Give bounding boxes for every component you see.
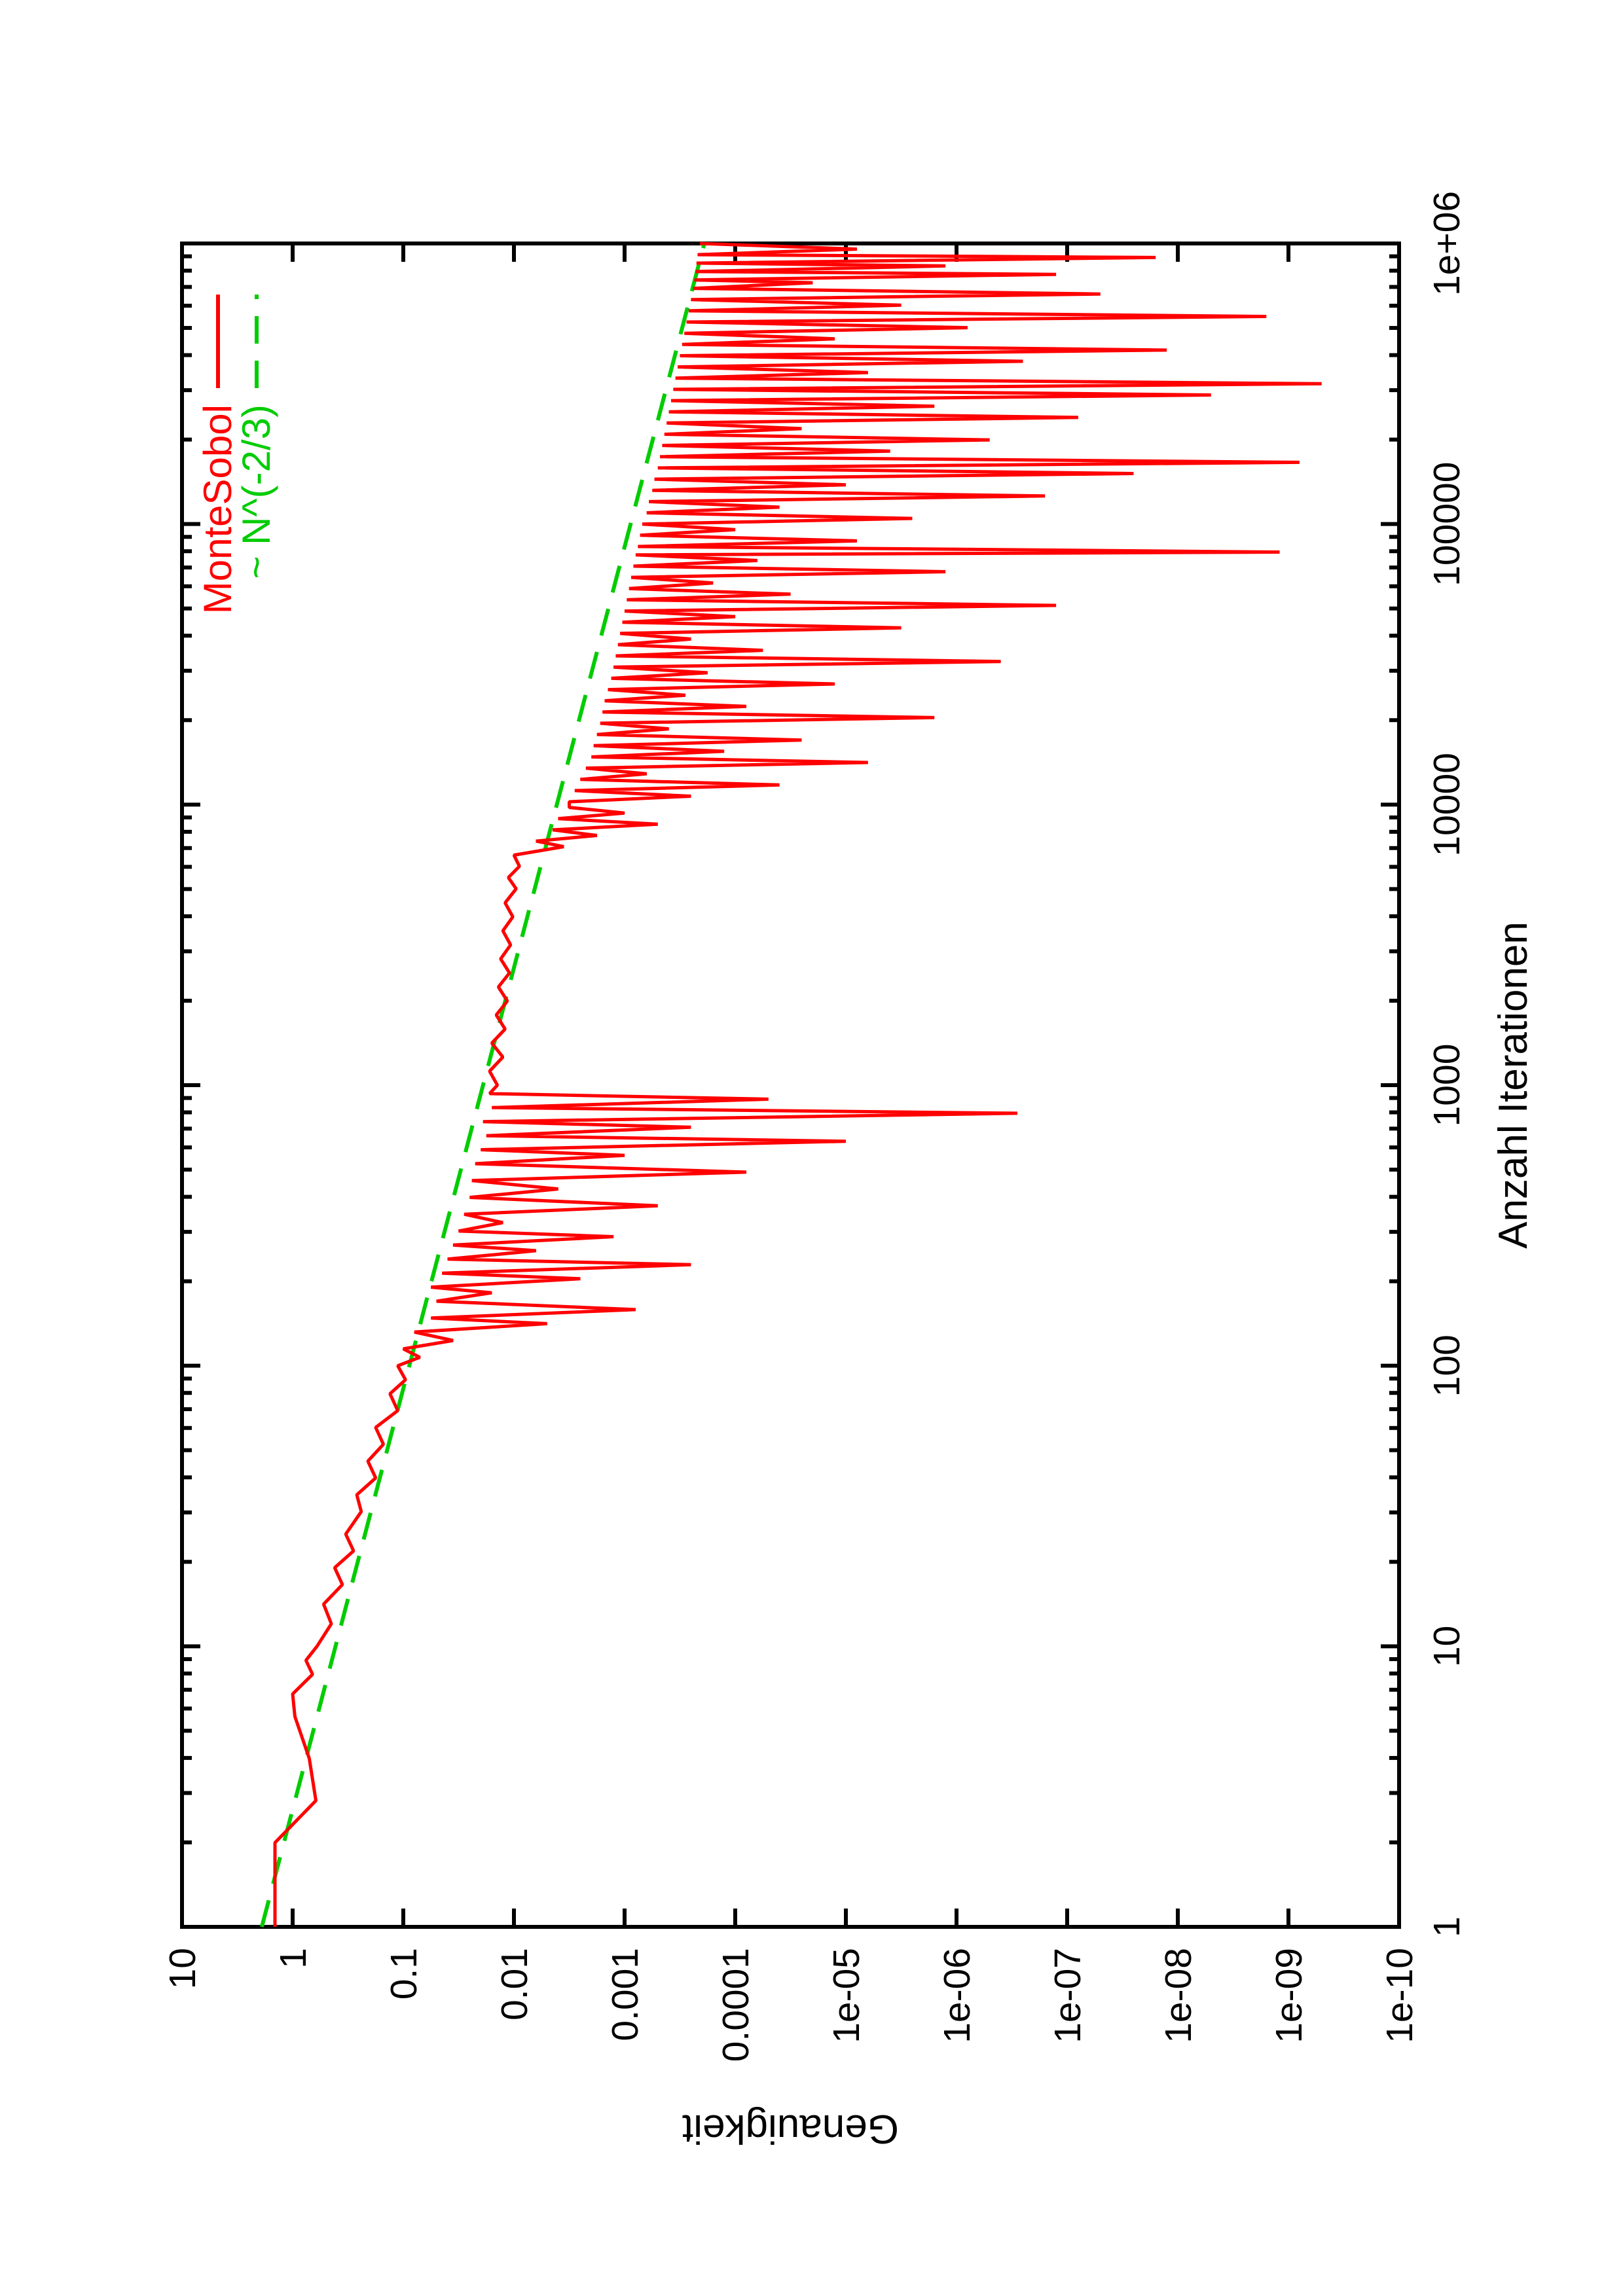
y-tick-label: 1e-05 bbox=[826, 1948, 867, 2043]
x-tick-label: 10000 bbox=[1426, 753, 1468, 857]
y-tick-label: 1 bbox=[272, 1948, 314, 1969]
legend-montesobol-label: MonteSobol bbox=[196, 404, 240, 614]
y-tick-label: 10 bbox=[162, 1948, 204, 1989]
y-tick-label: 1e-06 bbox=[936, 1948, 978, 2043]
legend: MonteSobol~ N^(-2/3) bbox=[196, 295, 278, 614]
reference-line bbox=[259, 243, 706, 1928]
y-axis-label: Genauigkeit bbox=[682, 2106, 899, 2151]
x-tick-label: 100000 bbox=[1426, 462, 1468, 586]
y-tick-label: 1e-09 bbox=[1268, 1948, 1310, 2043]
y-axis-ticks: 10 1 0.1 0.01 0.001 0.0001 1e-05 1e-06 1e-07 1e-0… bbox=[162, 243, 1421, 2062]
x-axis-ticks: 1 10 100 1000 10000 100000 1e+06 bbox=[182, 191, 1468, 1937]
montesobol-series-line bbox=[273, 242, 1322, 1927]
x-tick-label: 1000 bbox=[1426, 1044, 1468, 1127]
x-axis-label: Anzahl Iterationen bbox=[1491, 922, 1536, 1249]
x-tick-label: 100 bbox=[1426, 1335, 1468, 1397]
x-tick-label: 1 bbox=[1426, 1916, 1468, 1937]
y-tick-label: 1e-08 bbox=[1158, 1948, 1199, 2043]
y-tick-label: 1e-07 bbox=[1047, 1948, 1089, 2043]
legend-reference: ~ N^(-2/3) bbox=[234, 295, 278, 579]
y-tick-label: 0.001 bbox=[604, 1948, 646, 2041]
y-tick-label: 0.0001 bbox=[715, 1948, 757, 2062]
legend-montesobol: MonteSobol bbox=[196, 295, 240, 614]
y-tick-label: 0.01 bbox=[494, 1948, 536, 2020]
y-tick-label: 0.1 bbox=[383, 1948, 425, 2000]
y-tick-label: 1e-10 bbox=[1379, 1948, 1421, 2043]
x-tick-label: 1e+06 bbox=[1426, 191, 1468, 296]
x-tick-label: 10 bbox=[1426, 1626, 1468, 1667]
legend-reference-label: ~ N^(-2/3) bbox=[234, 404, 278, 579]
